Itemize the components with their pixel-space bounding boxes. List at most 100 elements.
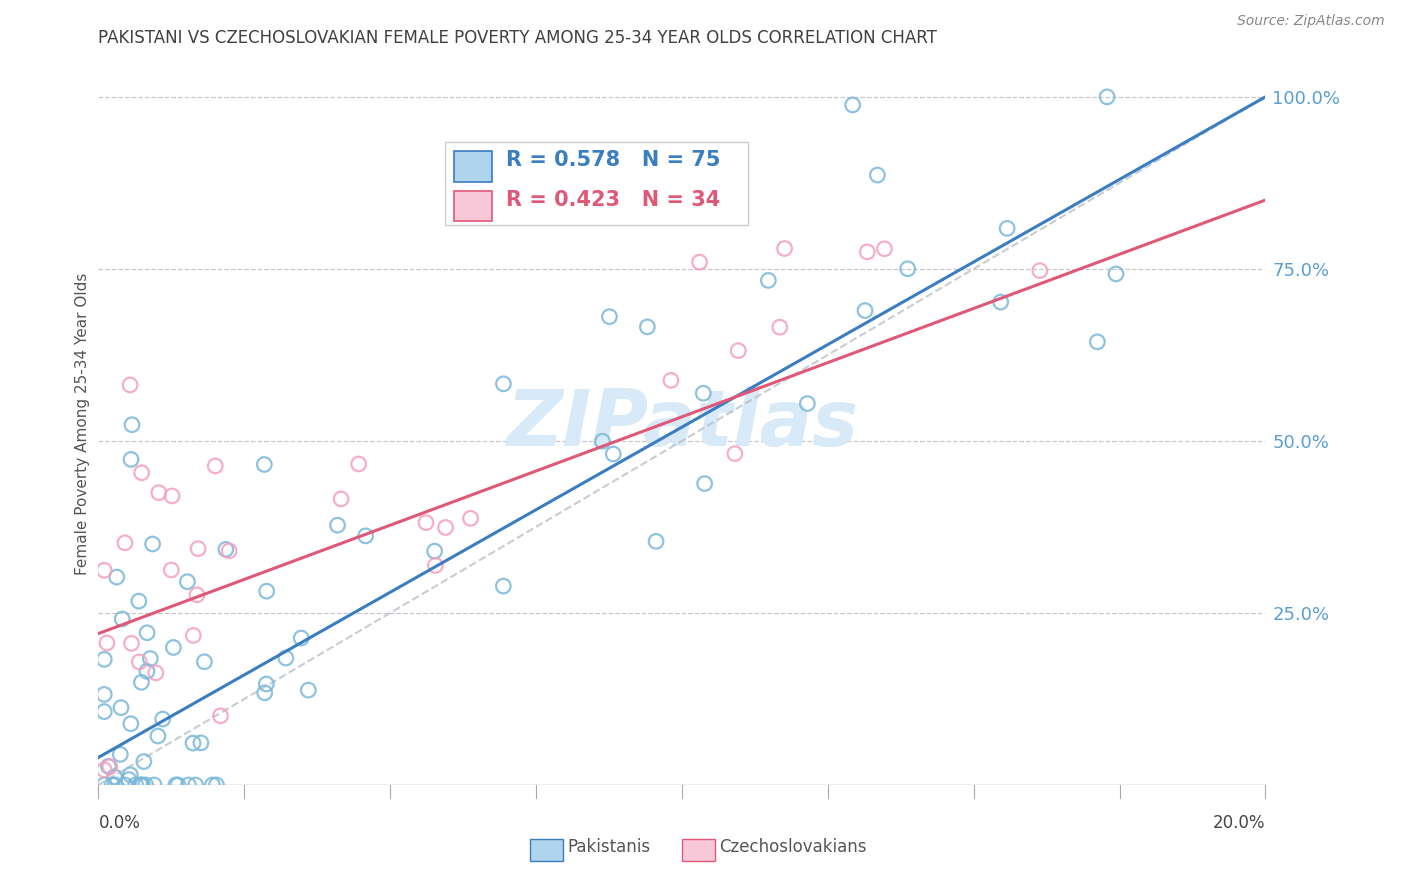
Point [93, 652, 115, 666]
Text: 0.0%: 0.0% [98, 814, 141, 832]
Point [756, 273, 779, 287]
Point [131, 675, 153, 690]
Text: 20.0%: 20.0% [1213, 814, 1265, 832]
Point [181, 628, 204, 642]
Point [93, 705, 115, 719]
Point [125, 778, 148, 792]
Point [160, 563, 183, 577]
Point [118, 772, 141, 787]
Point [148, 485, 170, 500]
Point [423, 544, 446, 558]
Point [990, 295, 1012, 310]
Point [142, 537, 165, 551]
Point [347, 457, 370, 471]
Text: PAKISTANI VS CZECHOSLOVAKIAN FEMALE POVERTY AMONG 25-34 YEAR OLDS CORRELATION CH: PAKISTANI VS CZECHOSLOVAKIAN FEMALE POVE… [98, 29, 938, 47]
Point [167, 778, 190, 792]
Point [692, 386, 714, 401]
Point [190, 736, 212, 750]
Text: ZIPatlas: ZIPatlas [506, 385, 858, 462]
Point [176, 574, 198, 589]
Point [253, 458, 276, 472]
Point [186, 588, 208, 602]
Point [492, 579, 515, 593]
Point [727, 343, 749, 358]
Point [187, 541, 209, 556]
Text: R = 0.578   N = 75: R = 0.578 N = 75 [506, 151, 720, 170]
Point [995, 221, 1018, 235]
Point [120, 378, 142, 392]
FancyBboxPatch shape [454, 152, 492, 182]
Point [160, 489, 183, 503]
Point [415, 516, 437, 530]
Point [274, 651, 297, 665]
Point [114, 536, 136, 550]
Point [689, 255, 711, 269]
Point [98, 759, 121, 773]
Point [434, 520, 457, 534]
Point [330, 491, 353, 506]
Point [162, 640, 184, 655]
Text: R = 0.423   N = 34: R = 0.423 N = 34 [506, 190, 720, 211]
Point [724, 447, 747, 461]
Point [165, 778, 187, 792]
Point [1105, 267, 1128, 281]
Point [110, 747, 132, 762]
Point [873, 242, 896, 256]
Point [97, 759, 120, 773]
FancyBboxPatch shape [682, 839, 714, 861]
Point [121, 636, 143, 650]
Point [598, 310, 620, 324]
Point [326, 518, 349, 533]
Point [120, 452, 142, 467]
Point [131, 778, 153, 792]
Point [135, 778, 157, 792]
Point [254, 677, 277, 691]
FancyBboxPatch shape [454, 191, 492, 221]
Point [773, 242, 796, 256]
Point [1029, 263, 1052, 277]
Point [104, 778, 127, 792]
Point [101, 778, 124, 792]
Point [659, 373, 682, 387]
Point [129, 778, 152, 792]
Point [177, 778, 200, 792]
Point [796, 396, 818, 410]
Point [693, 476, 716, 491]
Point [120, 716, 142, 731]
Point [354, 529, 377, 543]
Point [204, 458, 226, 473]
Point [853, 303, 876, 318]
Point [114, 778, 136, 792]
Point [492, 376, 515, 391]
Point [93, 687, 115, 701]
Point [205, 778, 228, 792]
Point [111, 612, 134, 626]
Point [93, 563, 115, 577]
Point [139, 651, 162, 665]
Point [591, 434, 613, 449]
Point [143, 778, 166, 792]
Point [769, 320, 792, 334]
Point [856, 244, 879, 259]
Point [841, 98, 863, 112]
Point [253, 686, 276, 700]
Point [290, 631, 312, 645]
Point [93, 778, 115, 792]
Point [897, 261, 920, 276]
Point [145, 665, 167, 680]
Point [103, 770, 125, 784]
Point [136, 625, 159, 640]
Point [256, 584, 278, 599]
Point [128, 594, 150, 608]
Point [645, 534, 668, 549]
Text: Czechoslovakians: Czechoslovakians [720, 838, 866, 856]
Point [132, 755, 155, 769]
FancyBboxPatch shape [446, 142, 748, 225]
Point [460, 511, 482, 525]
Text: Source: ZipAtlas.com: Source: ZipAtlas.com [1237, 14, 1385, 28]
Point [129, 778, 152, 792]
Point [602, 447, 624, 461]
Point [193, 655, 215, 669]
Point [128, 655, 150, 669]
Point [105, 570, 128, 584]
